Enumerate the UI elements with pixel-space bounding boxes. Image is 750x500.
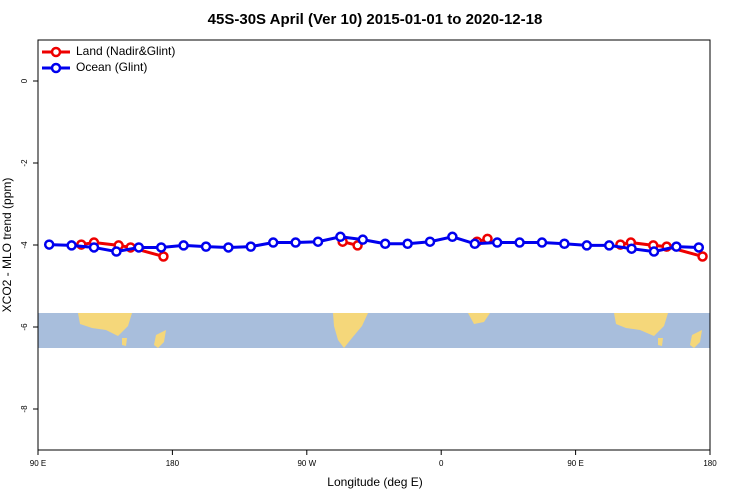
x-tick-label: 90 W — [297, 459, 316, 468]
data-point — [491, 237, 503, 248]
chart-title: 45S-30S April (Ver 10) 2015-01-01 to 202… — [208, 11, 543, 28]
data-point — [133, 242, 145, 253]
y-tick-label: -4 — [20, 241, 29, 249]
data-point — [88, 242, 100, 253]
data-point — [111, 246, 122, 257]
y-tick-label: 0 — [20, 78, 29, 83]
data-point — [357, 234, 369, 245]
data-point — [424, 236, 436, 247]
data-point — [626, 243, 637, 254]
data-point — [559, 238, 570, 250]
x-tick-label: 0 — [439, 459, 444, 468]
legend-label: Ocean (Glint) — [76, 60, 147, 74]
legend-marker — [50, 46, 62, 58]
data-point — [312, 236, 324, 247]
data-point — [469, 238, 481, 250]
data-point — [66, 240, 77, 251]
data-point — [603, 240, 615, 251]
data-point — [155, 242, 167, 253]
series-line — [49, 235, 699, 254]
data-point — [581, 240, 593, 251]
data-point — [245, 241, 257, 252]
y-tick-label: -2 — [20, 159, 29, 167]
y-tick-label: -8 — [20, 405, 29, 413]
data-point — [178, 240, 189, 251]
data-point — [514, 237, 525, 248]
legend-label: Land (Nadir&Glint) — [76, 44, 175, 58]
data-point — [43, 239, 55, 250]
data-point — [648, 246, 660, 257]
y-tick-label: -6 — [20, 323, 29, 331]
data-point — [693, 242, 705, 253]
data-point — [379, 238, 391, 250]
x-tick-label: 180 — [166, 459, 180, 468]
data-point — [158, 251, 169, 262]
y-axis-label: XCO2 - MLO trend (ppm) — [0, 178, 14, 313]
data-point — [402, 238, 413, 250]
data-point — [447, 231, 458, 243]
x-axis-label: Longitude (deg E) — [327, 475, 422, 489]
x-tick-label: 180 — [703, 459, 717, 468]
data-point — [290, 237, 301, 248]
data-point — [200, 241, 212, 252]
data-point — [267, 237, 279, 248]
x-tick-label: 90 E — [30, 459, 46, 468]
data-point — [671, 241, 682, 252]
data-point — [536, 237, 548, 248]
data-point — [335, 231, 346, 243]
legend-marker — [50, 62, 62, 74]
map-band — [38, 313, 710, 348]
data-point — [697, 251, 708, 262]
data-point — [223, 242, 234, 253]
x-tick-label: 90 E — [567, 459, 583, 468]
